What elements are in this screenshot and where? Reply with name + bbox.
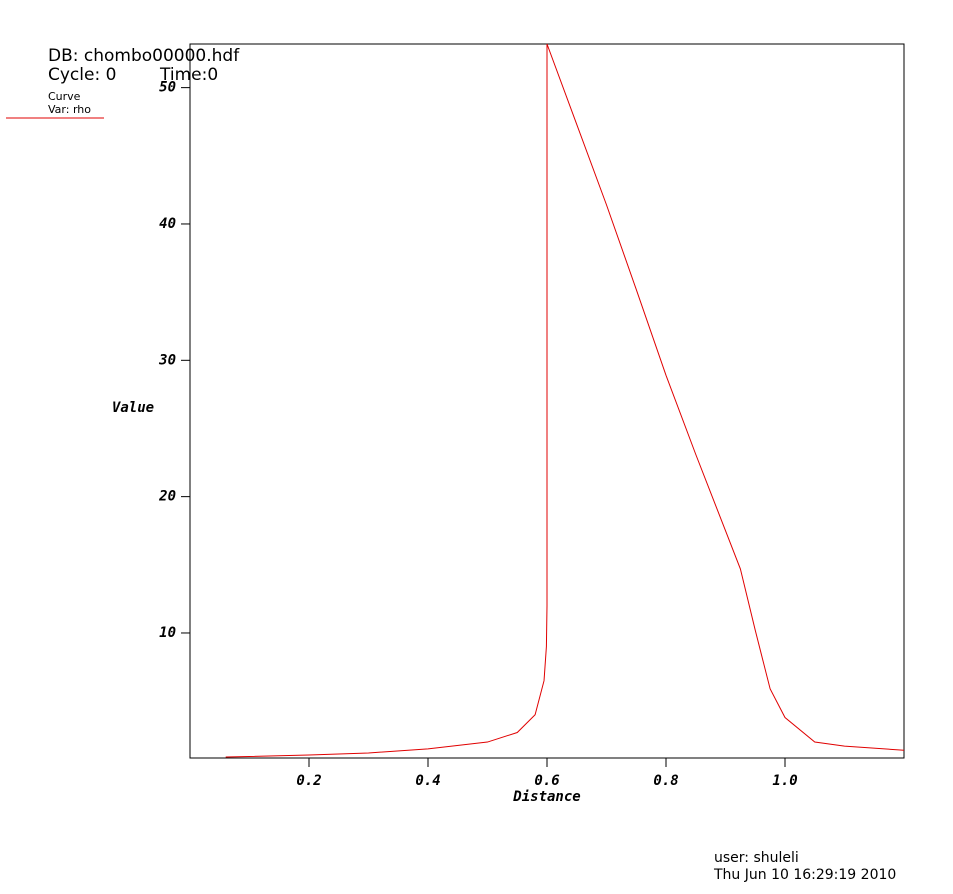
y-tick-label: 30 [158, 352, 176, 368]
x-axis-label: Distance [512, 789, 580, 805]
cycle-label: Cycle: 0 [48, 65, 116, 85]
time-label: Time:0 [159, 65, 218, 85]
x-tick-label: 1.0 [772, 773, 797, 789]
legend-title: Curve [48, 90, 81, 103]
y-axis-label: Value [112, 400, 154, 416]
database-label: DB: chombo00000.hdf [48, 46, 240, 66]
x-tick-label: 0.2 [296, 773, 321, 789]
user-label: user: shuleli [714, 850, 799, 866]
data-line [225, 43, 905, 758]
y-tick-label: 40 [159, 216, 176, 232]
x-tick-label: 0.6 [534, 773, 559, 789]
y-tick-label: 20 [158, 489, 176, 505]
date-label: Thu Jun 10 16:29:19 2010 [713, 867, 896, 883]
y-tick-label: 50 [159, 80, 176, 96]
y-tick-label: 10 [159, 625, 176, 641]
x-tick-label: 0.4 [415, 773, 440, 789]
x-tick-label: 0.8 [653, 773, 678, 789]
legend-label: Var: rho [48, 103, 91, 116]
